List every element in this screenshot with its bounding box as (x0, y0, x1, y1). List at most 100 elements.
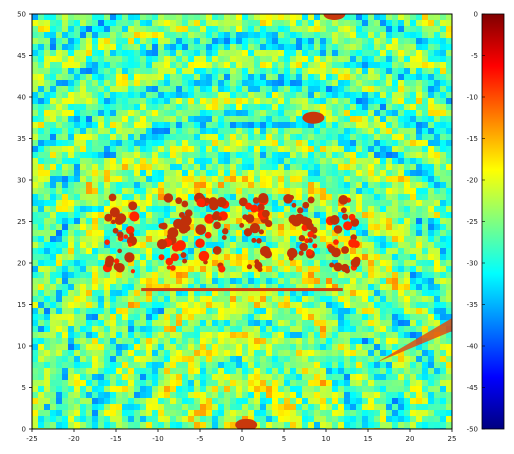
heatmap-cell (170, 392, 176, 398)
heatmap-cell (224, 92, 230, 98)
heatmap-cell (374, 152, 380, 158)
heatmap-cell (56, 26, 62, 32)
heatmap-cell (176, 410, 182, 416)
heatmap-cell (140, 314, 146, 320)
heatmap-cell (62, 416, 68, 422)
heatmap-cell (68, 110, 74, 116)
heatmap-cell (398, 380, 404, 386)
heatmap-cell (128, 290, 134, 296)
heatmap-cell (110, 122, 116, 128)
heatmap-cell (50, 44, 56, 50)
heatmap-cell (116, 140, 122, 146)
heatmap-cell (62, 236, 68, 242)
heatmap-cell (326, 398, 332, 404)
heatmap-cell (254, 230, 260, 236)
heatmap-cell (296, 224, 302, 230)
heatmap-cell (68, 218, 74, 224)
heatmap-cell (50, 296, 56, 302)
heatmap-cell (236, 44, 242, 50)
heatmap-cell (194, 392, 200, 398)
heatmap-cell (164, 404, 170, 410)
heatmap-cell (50, 212, 56, 218)
heatmap-cell (368, 308, 374, 314)
heatmap-cell (62, 218, 68, 224)
heatmap-cell (134, 38, 140, 44)
heatmap-cell (158, 146, 164, 152)
heatmap-cell (368, 416, 374, 422)
heatmap-cell (434, 20, 440, 26)
heatmap-cell (230, 194, 236, 200)
heatmap-cell (44, 416, 50, 422)
heatmap-cell (356, 296, 362, 302)
heatmap-cell (122, 278, 128, 284)
heatmap-cell (170, 128, 176, 134)
heatmap-cell (380, 254, 386, 260)
heatmap-cell (326, 140, 332, 146)
heatmap-cell (440, 314, 446, 320)
heatmap-cell (272, 332, 278, 338)
heatmap-cell (176, 140, 182, 146)
heatmap-cell (32, 134, 38, 140)
heatmap-cell (80, 242, 86, 248)
heatmap-cell (290, 356, 296, 362)
heatmap-cell (50, 20, 56, 26)
heatmap-cell (362, 164, 368, 170)
heatmap-cell (224, 338, 230, 344)
heatmap-cell (146, 266, 152, 272)
target-point (182, 258, 188, 264)
heatmap-cell (50, 80, 56, 86)
heatmap-cell (110, 320, 116, 326)
heatmap-cell (110, 170, 116, 176)
heatmap-cell (380, 326, 386, 332)
heatmap-cell (398, 320, 404, 326)
heatmap-cell (356, 266, 362, 272)
heatmap-cell (242, 50, 248, 56)
target-point (195, 224, 207, 235)
heatmap-cell (416, 284, 422, 290)
heatmap-cell (254, 308, 260, 314)
heatmap-cell (74, 230, 80, 236)
heatmap-cell (422, 230, 428, 236)
heatmap-cell (38, 128, 44, 134)
heatmap-cell (182, 134, 188, 140)
heatmap-cell (134, 32, 140, 38)
heatmap-cell (254, 38, 260, 44)
heatmap-cell (86, 368, 92, 374)
heatmap-cell (386, 410, 392, 416)
heatmap-cell (146, 26, 152, 32)
heatmap-cell (62, 230, 68, 236)
heatmap-cell (386, 92, 392, 98)
heatmap-cell (86, 200, 92, 206)
heatmap-cell (206, 134, 212, 140)
heatmap-cell (80, 332, 86, 338)
heatmap-cell (344, 170, 350, 176)
heatmap-cell (194, 416, 200, 422)
heatmap-cell (428, 320, 434, 326)
heatmap-cell (140, 200, 146, 206)
heatmap-cell (242, 254, 248, 260)
heatmap-cell (308, 422, 314, 428)
heatmap-cell (86, 386, 92, 392)
heatmap-cell (158, 152, 164, 158)
heatmap-cell (296, 422, 302, 428)
heatmap-cell (146, 368, 152, 374)
heatmap-cell (134, 386, 140, 392)
heatmap-cell (338, 158, 344, 164)
heatmap-cell (386, 218, 392, 224)
heatmap-cell (344, 380, 350, 386)
heatmap-cell (392, 278, 398, 284)
heatmap-cell (212, 56, 218, 62)
heatmap-cell (254, 176, 260, 182)
heatmap-cell (362, 236, 368, 242)
heatmap-cell (332, 350, 338, 356)
heatmap-cell (32, 338, 38, 344)
heatmap-cell (44, 362, 50, 368)
heatmap-cell (134, 74, 140, 80)
heatmap-cell (278, 212, 284, 218)
heatmap-cell (284, 338, 290, 344)
heatmap-cell (80, 110, 86, 116)
heatmap-cell (68, 116, 74, 122)
heatmap-cell (44, 194, 50, 200)
heatmap-cell (428, 86, 434, 92)
heatmap-cell (62, 140, 68, 146)
